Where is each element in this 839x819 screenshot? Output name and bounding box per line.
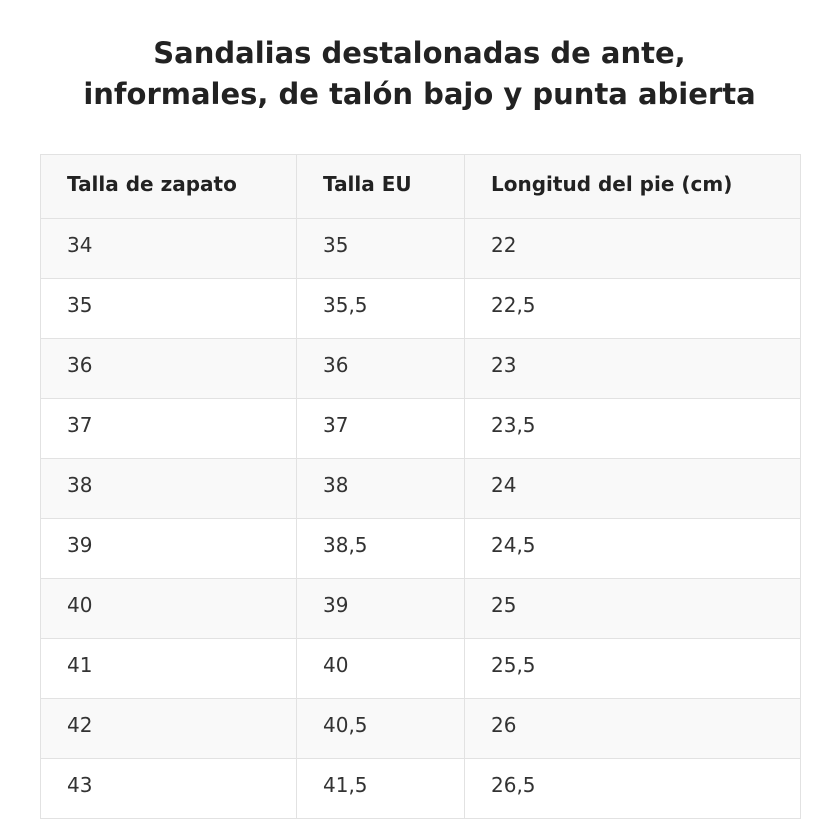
cell-shoe-size: 38 bbox=[40, 458, 297, 519]
size-chart-table: Talla de zapato Talla EU Longitud del pi… bbox=[40, 154, 801, 819]
cell-foot-length: 23 bbox=[464, 338, 801, 399]
cell-shoe-size: 41 bbox=[40, 638, 297, 699]
cell-eu-size: 37 bbox=[296, 398, 465, 459]
cell-eu-size: 41,5 bbox=[296, 758, 465, 819]
table-row: 39 38,5 24,5 bbox=[40, 518, 801, 579]
cell-shoe-size: 39 bbox=[40, 518, 297, 579]
cell-foot-length: 24,5 bbox=[464, 518, 801, 579]
header-shoe-size: Talla de zapato bbox=[40, 154, 297, 219]
header-foot-length: Longitud del pie (cm) bbox=[464, 154, 801, 219]
table-row: 38 38 24 bbox=[40, 458, 801, 519]
cell-eu-size: 39 bbox=[296, 578, 465, 639]
table-header-row: Talla de zapato Talla EU Longitud del pi… bbox=[40, 154, 801, 219]
table-row: 34 35 22 bbox=[40, 218, 801, 279]
cell-eu-size: 38,5 bbox=[296, 518, 465, 579]
cell-eu-size: 40,5 bbox=[296, 698, 465, 759]
cell-foot-length: 22,5 bbox=[464, 278, 801, 339]
cell-foot-length: 23,5 bbox=[464, 398, 801, 459]
cell-foot-length: 22 bbox=[464, 218, 801, 279]
cell-foot-length: 25,5 bbox=[464, 638, 801, 699]
cell-foot-length: 26 bbox=[464, 698, 801, 759]
cell-shoe-size: 43 bbox=[40, 758, 297, 819]
cell-shoe-size: 35 bbox=[40, 278, 297, 339]
cell-shoe-size: 40 bbox=[40, 578, 297, 639]
page-title: Sandalias destalonadas de ante, informal… bbox=[0, 33, 839, 115]
table-row: 42 40,5 26 bbox=[40, 698, 801, 759]
cell-shoe-size: 34 bbox=[40, 218, 297, 279]
page-title-line-1: Sandalias destalonadas de ante, bbox=[153, 36, 686, 70]
table-row: 36 36 23 bbox=[40, 338, 801, 399]
table-row: 37 37 23,5 bbox=[40, 398, 801, 459]
table-body: 34 35 22 35 35,5 22,5 36 36 23 37 37 23,… bbox=[40, 218, 801, 819]
cell-eu-size: 35,5 bbox=[296, 278, 465, 339]
cell-shoe-size: 36 bbox=[40, 338, 297, 399]
table-row: 43 41,5 26,5 bbox=[40, 758, 801, 819]
cell-eu-size: 38 bbox=[296, 458, 465, 519]
cell-eu-size: 40 bbox=[296, 638, 465, 699]
table-row: 35 35,5 22,5 bbox=[40, 278, 801, 339]
cell-eu-size: 36 bbox=[296, 338, 465, 399]
cell-foot-length: 25 bbox=[464, 578, 801, 639]
cell-shoe-size: 37 bbox=[40, 398, 297, 459]
page-title-line-2: informales, de talón bajo y punta abiert… bbox=[83, 77, 756, 111]
header-eu-size: Talla EU bbox=[296, 154, 465, 219]
cell-foot-length: 24 bbox=[464, 458, 801, 519]
table-row: 41 40 25,5 bbox=[40, 638, 801, 699]
cell-shoe-size: 42 bbox=[40, 698, 297, 759]
cell-eu-size: 35 bbox=[296, 218, 465, 279]
table-row: 40 39 25 bbox=[40, 578, 801, 639]
table-header: Talla de zapato Talla EU Longitud del pi… bbox=[40, 154, 801, 219]
cell-foot-length: 26,5 bbox=[464, 758, 801, 819]
